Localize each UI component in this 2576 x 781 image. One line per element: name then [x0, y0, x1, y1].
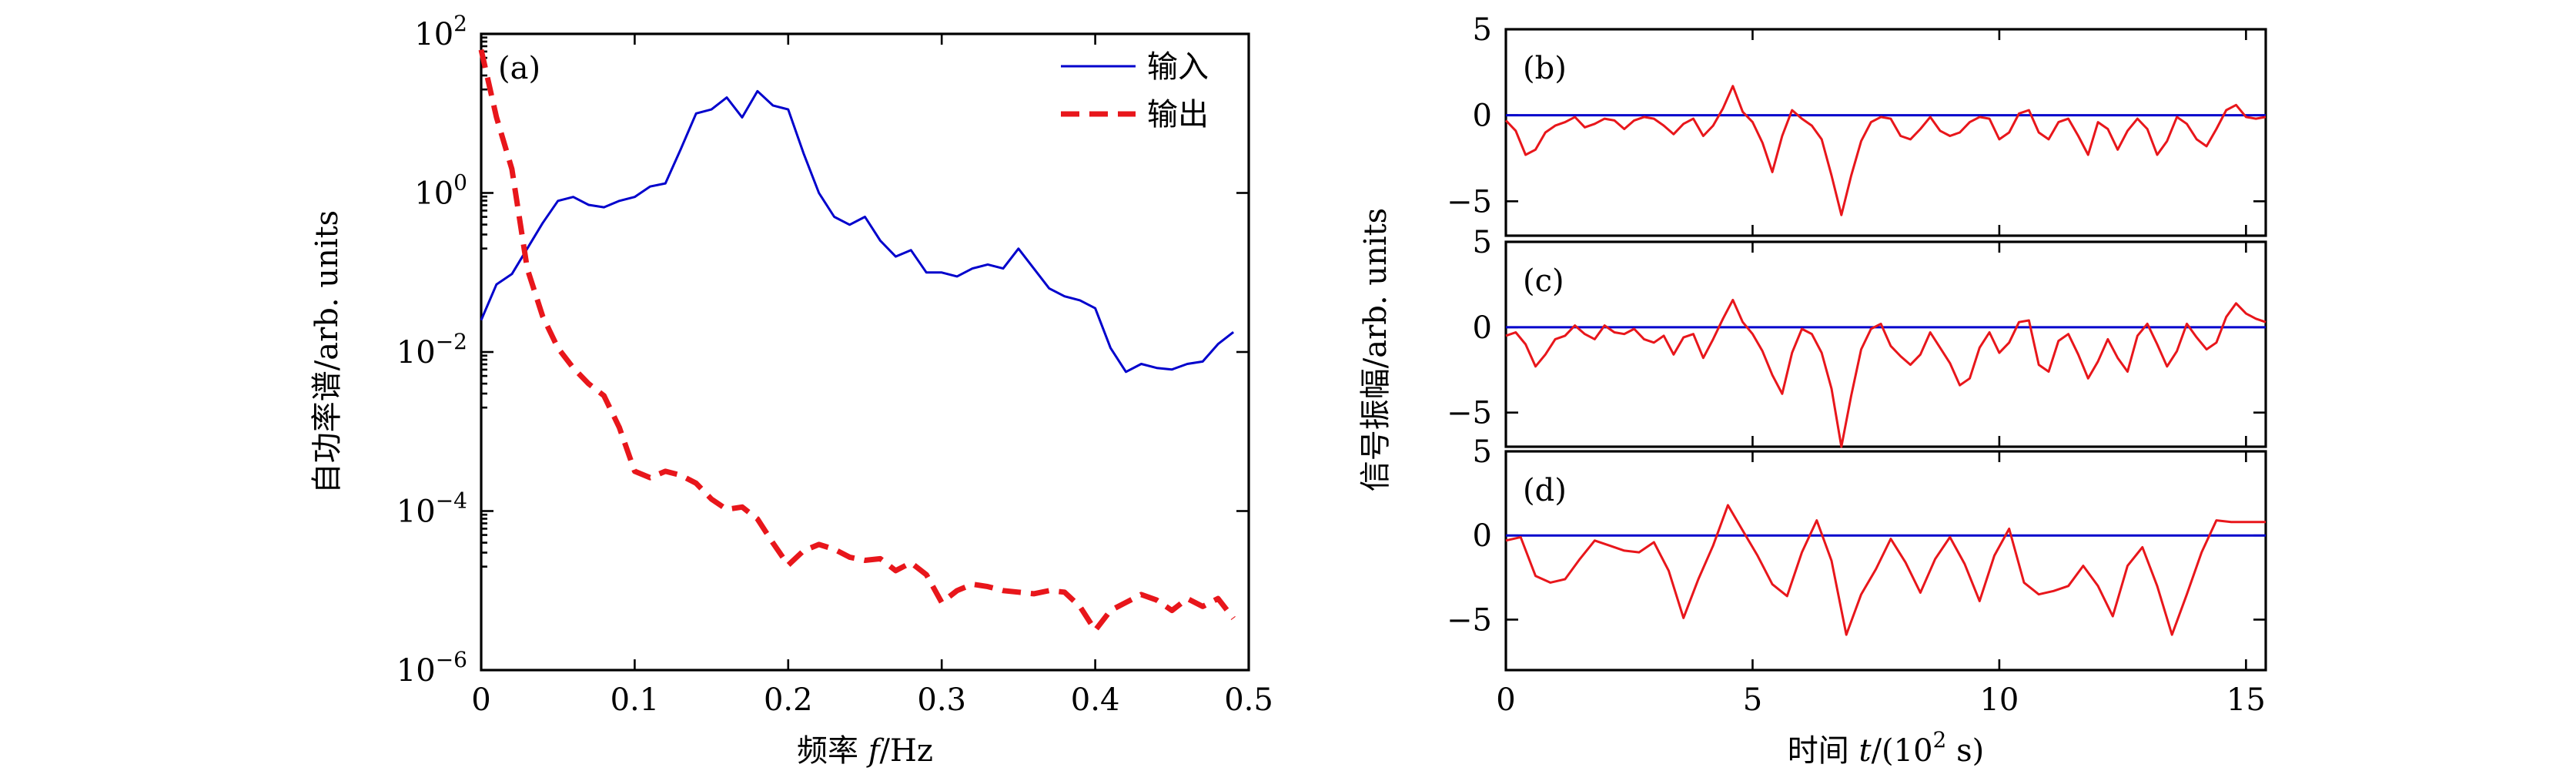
x-tick-label-d: 5	[1743, 682, 1762, 718]
y-tick-label-a: 10−4	[396, 488, 467, 530]
y-tick-base-a: 10	[396, 494, 436, 530]
x-tick-label-a: 0.1	[611, 682, 660, 718]
y-tick-label-d: −5	[1447, 602, 1492, 638]
panel-c: 5 0 −5 (c)	[1447, 225, 2267, 448]
axes-frame-c	[1504, 240, 2267, 448]
x-tick-label-d: 0	[1496, 682, 1515, 718]
x-tick-label-a: 0.5	[1224, 682, 1273, 718]
y-tick-label-a: 10−6	[396, 647, 467, 689]
y-axis-label-bcd: 信号振幅/arb. units	[1358, 208, 1393, 491]
panel-label-a: (a)	[498, 51, 540, 86]
y-tick-label-d: 0	[1473, 518, 1492, 554]
y-tick-label-b: 0	[1473, 99, 1492, 134]
x-tick-label-a: 0.2	[764, 682, 813, 718]
axes-frame-d	[1504, 450, 2267, 672]
panel-b: 5 0 −5 (b)	[1447, 12, 2267, 237]
y-tick-label-c: −5	[1447, 396, 1492, 431]
series-output-line	[478, 49, 1236, 633]
x-axis-label-d: 时间 t/(102 s)	[1788, 727, 1984, 769]
panel-d: 5 0 −5 (d)	[1447, 434, 2267, 672]
y-tick-base-a: 10	[414, 176, 453, 212]
x-axis-label-d-part: /(10	[1872, 733, 1933, 769]
y-tick-label-b: −5	[1447, 184, 1492, 220]
x-axis-label-d-part: s)	[1946, 733, 1984, 769]
y-tick-exp-a: 0	[453, 170, 467, 196]
x-tick-label-d: 10	[1979, 682, 2019, 718]
series-input-line	[480, 89, 1235, 374]
x-tick-label-a: 0.3	[917, 682, 966, 718]
y-tick-label-c: 0	[1473, 310, 1492, 346]
y-axis-label-a: 自功率谱/arb. units	[309, 210, 345, 494]
y-tick-base-a: 10	[414, 17, 453, 52]
y-tick-exp-a: −4	[436, 488, 467, 514]
legend-input-label: 输入	[1147, 49, 1209, 85]
y-tick-exp-a: −2	[436, 329, 467, 354]
y-tick-label-d: 5	[1473, 434, 1492, 470]
y-tick-label-a: 102	[414, 11, 467, 52]
signal-line-c	[1505, 298, 2267, 448]
y-tick-label-b: 5	[1473, 12, 1492, 48]
x-tick-label-a: 0.4	[1071, 682, 1120, 718]
signal-line-d	[1505, 504, 2266, 636]
y-tick-exp-a: 2	[453, 11, 467, 36]
signal-line-b	[1504, 85, 2267, 216]
x-axis-label-d-part: 2	[1933, 727, 1947, 753]
x-axis-label-d-part: 时间	[1788, 733, 1859, 769]
x-axis-label-d-part: t	[1858, 733, 1872, 769]
y-tick-label-a: 100	[414, 170, 467, 212]
y-tick-base-a: 10	[396, 335, 436, 370]
axes-frame-b	[1504, 28, 2267, 237]
y-tick-base-a: 10	[396, 653, 436, 689]
y-tick-label-a: 10−2	[396, 329, 467, 370]
legend-output-label: 输出	[1147, 97, 1209, 132]
panel-label-d: (d)	[1523, 473, 1567, 508]
x-axis-label-a: 频率 f/Hz	[797, 733, 933, 769]
x-axis-label-a-part: /Hz	[880, 733, 933, 769]
panel-label-b: (b)	[1523, 51, 1567, 86]
x-tick-label-d: 15	[2226, 682, 2266, 718]
y-tick-exp-a: −6	[436, 647, 467, 672]
x-axis-label-a-part: 频率	[797, 733, 868, 769]
y-tick-label-c: 5	[1473, 225, 1492, 260]
x-tick-label-a: 0	[471, 682, 490, 718]
axes-frame-a	[480, 32, 1250, 672]
panel-label-c: (c)	[1523, 263, 1564, 299]
